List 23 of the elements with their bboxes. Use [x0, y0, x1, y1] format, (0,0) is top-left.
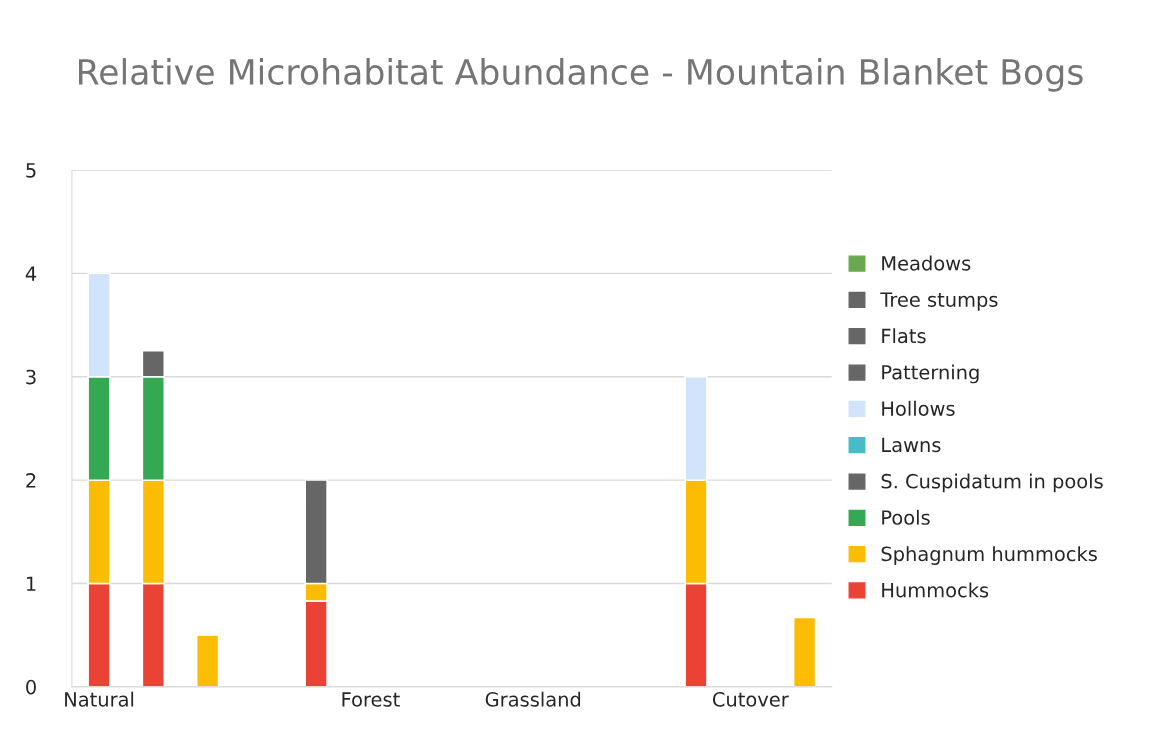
y-tick-label: 0: [26, 679, 36, 695]
legend-label: S. Cuspidatum in pools: [881, 473, 1103, 493]
legend-label: Sphagnum hummocks: [881, 546, 1097, 565]
y-tick-label: 3: [26, 369, 36, 385]
y-tick-label: 4: [25, 266, 37, 281]
legend-label: Flats: [882, 328, 926, 344]
x-tick-label: Natural: [65, 691, 134, 707]
bar: [196, 634, 220, 687]
legend-label: Hummocks: [882, 582, 989, 598]
legend-label: Hollows: [882, 400, 955, 416]
legend-label: Lawns: [882, 437, 941, 453]
x-tick-label: Grassland: [485, 691, 581, 707]
legend-label: Patterning: [882, 364, 979, 384]
y-tick-label: 1: [26, 576, 36, 591]
x-tick-label: Forest: [342, 692, 400, 707]
legend-label: Pools: [882, 509, 930, 525]
x-tick-label: Cutover: [712, 692, 789, 707]
y-tick-label: 5: [26, 163, 36, 178]
y-tick-label: 2: [26, 473, 36, 488]
legend-label: Tree stumps: [880, 292, 998, 311]
legend-label: Meadows: [882, 255, 971, 271]
bar: [793, 616, 817, 687]
chart-title: Relative Microhabitat Abundance - Mountain Blanket Bogs: [79, 58, 1083, 92]
